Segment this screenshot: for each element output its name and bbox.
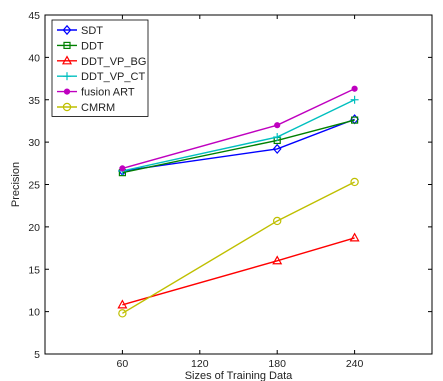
legend-marker	[63, 88, 71, 95]
data-point	[272, 143, 282, 155]
legend-marker	[63, 72, 71, 81]
y-tick-label: 20	[28, 222, 40, 234]
legend-item: CMRM	[57, 102, 115, 114]
y-tick-label: 10	[28, 307, 40, 319]
legend-item: fusion ART	[57, 87, 135, 99]
x-tick-label: 120	[191, 358, 209, 370]
legend-label: fusion ART	[81, 87, 135, 99]
data-point	[350, 95, 359, 104]
legend-item: SDT	[57, 24, 103, 37]
data-point	[351, 116, 359, 124]
legend-item: DDT_VP_BG	[57, 55, 146, 68]
legend-label: DDT_VP_CT	[81, 71, 145, 83]
legend-label: SDT	[81, 25, 103, 37]
legend-marker	[63, 41, 71, 50]
series-cmrm	[118, 177, 359, 318]
x-tick-label: 180	[268, 358, 286, 370]
y-tick-label: 15	[28, 264, 40, 276]
x-tick-label: 60	[117, 358, 129, 370]
legend-label: CMRM	[81, 102, 115, 114]
data-point	[350, 177, 359, 187]
y-tick-label: 45	[28, 10, 40, 22]
legend-item: DDT_VP_CT	[57, 71, 145, 83]
legend-marker	[62, 24, 72, 36]
x-axis-label: Sizes of Training Data	[185, 370, 293, 381]
legend-marker	[62, 102, 72, 112]
series-line	[122, 181, 355, 314]
data-point	[351, 85, 358, 92]
y-tick-label: 40	[28, 52, 40, 64]
x-tick-label: 240	[346, 358, 364, 370]
series-layer	[117, 85, 360, 318]
data-point	[117, 299, 128, 309]
data-point	[118, 309, 127, 318]
data-point	[273, 216, 282, 226]
legend-item: DDT	[57, 40, 104, 52]
y-tick-label: 35	[28, 95, 40, 107]
series-line	[122, 118, 355, 172]
series-ddt-vp-bg	[117, 232, 360, 309]
data-point	[119, 165, 126, 172]
y-axis: 5 10 15 20 25 30 35 40 45	[28, 10, 432, 361]
series-fusion-art	[119, 85, 358, 172]
data-point	[274, 122, 281, 129]
data-point	[273, 133, 282, 142]
y-tick-label: 30	[28, 137, 40, 149]
data-point	[272, 255, 283, 265]
y-tick-label: 25	[28, 180, 40, 192]
y-axis-label: Precision	[10, 162, 22, 207]
data-point	[349, 232, 360, 242]
legend-marker	[61, 55, 73, 65]
legend-label: DDT	[81, 40, 104, 52]
series-line	[122, 119, 355, 174]
legend-box	[51, 19, 149, 117]
legend-label: DDT_VP_BG	[81, 56, 146, 68]
series-line	[122, 237, 355, 306]
x-axis: 60 120 180 240	[117, 15, 364, 370]
y-tick-label: 5	[34, 349, 40, 361]
